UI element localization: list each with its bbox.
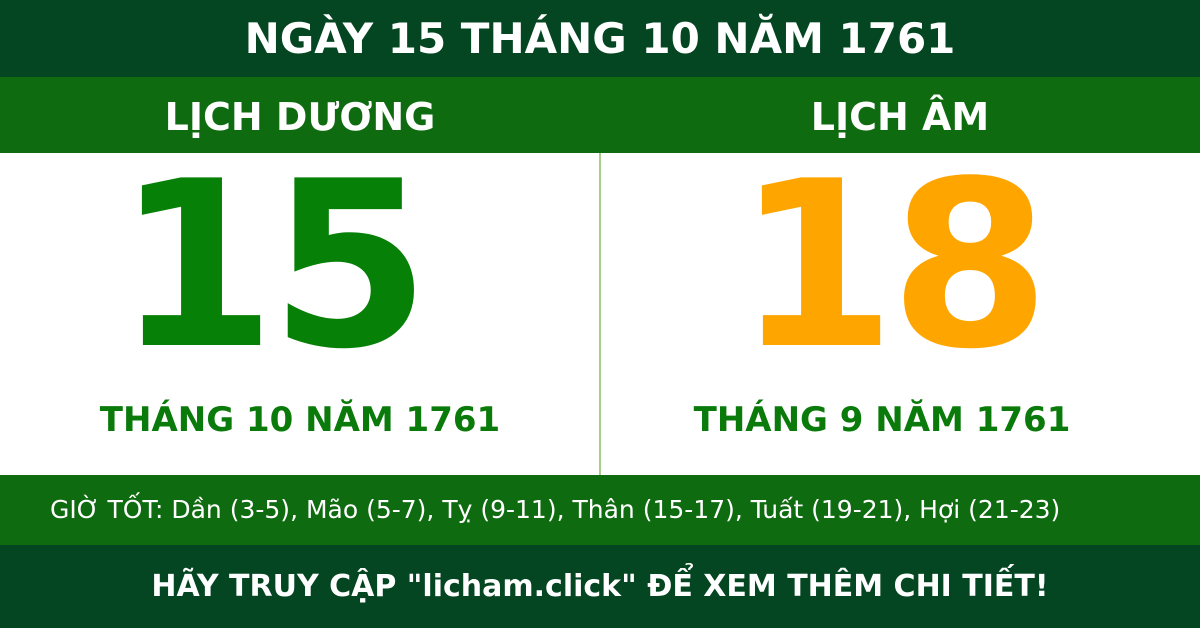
solar-heading: LỊCH DƯƠNG [164, 95, 436, 139]
lunar-heading: LỊCH ÂM [810, 95, 990, 139]
calendar-headings: LỊCH DƯƠNG LỊCH ÂM [0, 77, 1200, 153]
good-hours: GIỜ TỐT: Dần (3-5), Mão (5-7), Tỵ (9-11)… [0, 475, 1200, 545]
page-title: NGÀY 15 THÁNG 10 NĂM 1761 [0, 0, 1200, 77]
lunar-month-year: THÁNG 9 NĂM 1761 [693, 400, 1071, 440]
divider [599, 153, 601, 475]
lunar-day: 18 [735, 133, 1050, 400]
solar-day: 15 [115, 133, 430, 400]
solar-month-year: THÁNG 10 NĂM 1761 [99, 400, 501, 440]
footer-cta: HÃY TRUY CẬP "licham.click" ĐỂ XEM THÊM … [0, 545, 1200, 628]
